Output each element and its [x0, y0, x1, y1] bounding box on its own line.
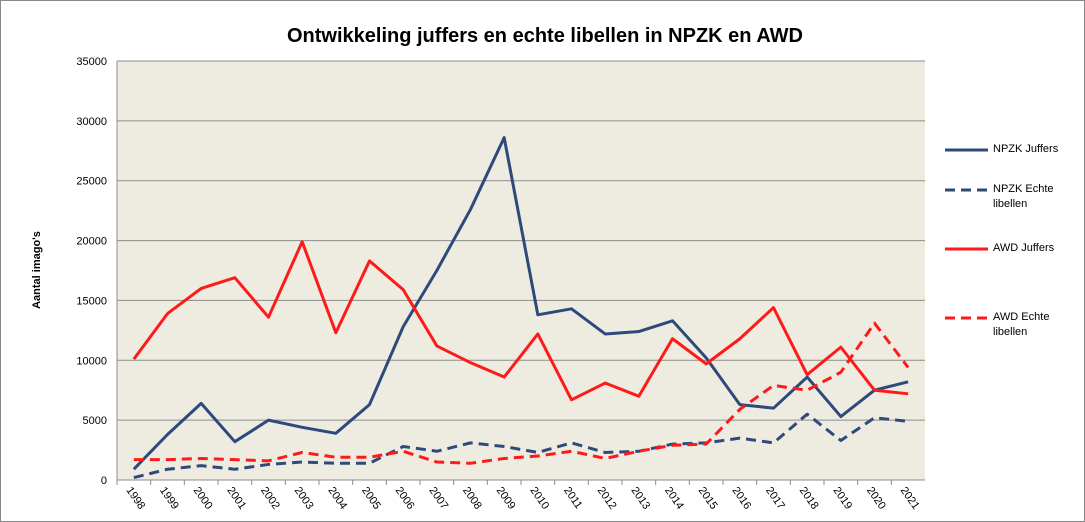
- y-axis-label: Aantal imago's: [31, 231, 43, 309]
- y-tick-label: 0: [101, 475, 107, 487]
- legend-label: NPZK Echte libellen: [993, 183, 1054, 210]
- chart-title: Ontwikkeling juffers en echte libellen i…: [287, 25, 803, 47]
- y-tick-label: 25000: [76, 176, 107, 188]
- series-line: [132, 240, 909, 402]
- legend-label: AWD Echte libellen: [993, 311, 1050, 338]
- series-line: [132, 136, 909, 471]
- series-line: [133, 412, 909, 480]
- y-tick-label: 30000: [76, 116, 107, 128]
- legend-label: NPZK Juffers: [993, 143, 1059, 155]
- y-tick-label: 10000: [76, 355, 107, 367]
- y-tick-label: 20000: [76, 236, 107, 248]
- plot-area: [117, 61, 925, 480]
- series-line: [133, 321, 910, 465]
- legend-label: AWD Juffers: [993, 242, 1055, 254]
- y-tick-label: 35000: [76, 56, 107, 68]
- y-tick-label: 5000: [83, 415, 107, 427]
- y-tick-label: 15000: [76, 295, 107, 307]
